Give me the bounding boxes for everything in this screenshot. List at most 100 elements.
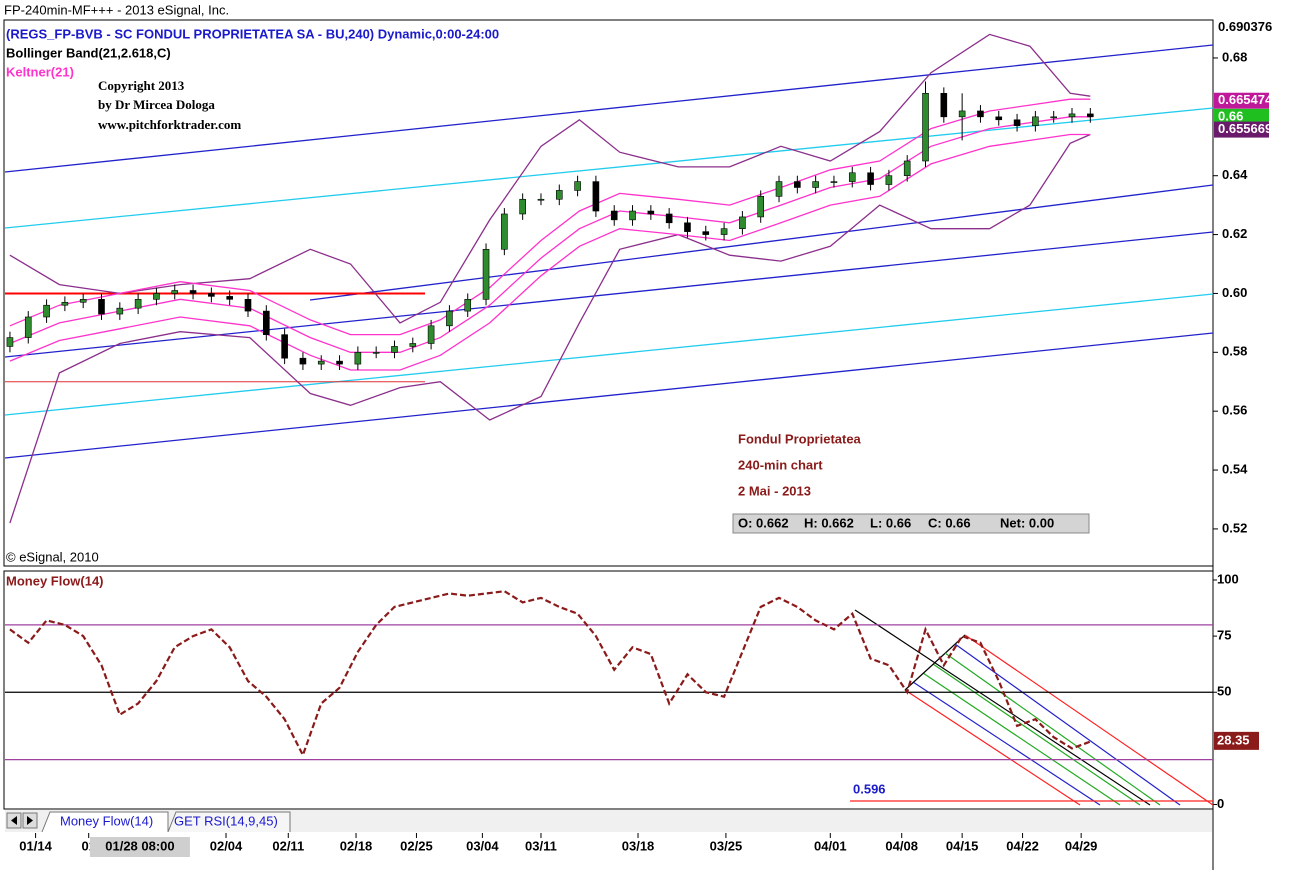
candle-body xyxy=(1032,116,1039,126)
candle-body xyxy=(848,172,856,182)
x-tick-label: 04/22 xyxy=(1006,838,1039,853)
pitchfork xyxy=(4,44,1214,459)
x-tick-label: 04/08 xyxy=(885,838,918,853)
symbol-title: (REGS_FP-BVB - SC FONDUL PROPRIETATEA SA… xyxy=(6,26,499,41)
value-tag xyxy=(1214,731,1259,750)
indicator-legend: Bollinger Band(21,2.618,C) xyxy=(6,45,171,60)
copyright-line: Copyright 2013 xyxy=(98,78,185,93)
x-tick-label: 02/18 xyxy=(340,838,373,853)
x-tick-label: 04/01 xyxy=(814,838,847,853)
x-tick-label: 03/04 xyxy=(466,838,499,853)
candle-body xyxy=(629,210,636,221)
price-tag-label: 0.690376 xyxy=(1218,19,1272,34)
y-tick-label: 0.52 xyxy=(1222,520,1247,535)
candle-body xyxy=(830,181,838,183)
pitchfork-line xyxy=(964,634,1214,806)
candle-body xyxy=(1050,116,1057,119)
candle-body xyxy=(812,181,819,188)
price-tag-label: 0.66 xyxy=(1218,108,1243,123)
copyright: Copyright 2013 by Dr Mircea Dologa www.p… xyxy=(98,78,241,132)
tab-bar xyxy=(5,810,1212,832)
candle-body xyxy=(134,299,142,309)
candle-body xyxy=(610,210,618,221)
candle-body xyxy=(391,346,398,353)
copyright-line: by Dr Mircea Dologa xyxy=(98,97,215,112)
tab[interactable] xyxy=(41,811,169,833)
candle-body xyxy=(775,181,783,197)
plot: 0.52 0.54 0.56 0.58 0.60 0.62 0.64 0.68 0.690376… xyxy=(5,19,1273,857)
pitchfork-line xyxy=(922,672,1121,806)
price-tag xyxy=(1214,19,1269,36)
mf-note: 0.596 xyxy=(853,781,886,796)
y-tick-label: 0 xyxy=(1217,796,1224,811)
pitchfork-line xyxy=(854,609,1151,806)
pitchfork-line xyxy=(954,643,1181,806)
pitchfork-line xyxy=(912,681,1101,806)
arrow-icon xyxy=(27,816,33,825)
y-tick-label: 50 xyxy=(1217,684,1231,699)
ohlc-item: H: 0.662 xyxy=(804,515,854,530)
candle-body xyxy=(665,213,673,224)
y-tick-label: 0.68 xyxy=(1222,49,1247,64)
candle-body xyxy=(79,299,87,303)
candle-body xyxy=(903,160,911,177)
candle-body xyxy=(6,337,14,347)
ohlc-box xyxy=(732,513,1090,534)
x-tick-label: 03/11 xyxy=(525,838,557,853)
candle-body xyxy=(372,352,380,354)
candle-body xyxy=(482,248,490,300)
tab[interactable] xyxy=(167,811,291,833)
x-tick-label: 02/11 xyxy=(272,838,304,853)
candle-body xyxy=(171,290,179,294)
band-upper xyxy=(9,98,1091,336)
x-tick-label: 03/25 xyxy=(710,838,743,853)
candle-body xyxy=(409,343,417,347)
candle-body xyxy=(226,296,233,300)
mf-pitchfork xyxy=(850,609,1214,806)
candle-body xyxy=(794,181,801,188)
pitchfork-line xyxy=(904,689,1081,806)
arrow-icon xyxy=(11,816,17,825)
candle-body xyxy=(317,360,325,365)
pitchfork-line xyxy=(4,293,1214,416)
x-tick-label: 02/25 xyxy=(400,838,433,853)
x-tick-label: 03/18 xyxy=(622,838,655,853)
pitchfork-line xyxy=(4,44,1214,173)
candle-body xyxy=(958,110,966,118)
ohlc-item: C: 0.66 xyxy=(928,515,971,530)
y-tick-label: 100 xyxy=(1217,571,1239,586)
pitchfork-line xyxy=(4,107,1214,229)
credit: © eSignal, 2010 xyxy=(6,549,99,564)
mf-title: Money Flow(14) xyxy=(6,573,104,588)
money-flow-line xyxy=(9,590,1091,758)
price-tag-label: 0.665474 xyxy=(1218,92,1273,107)
candle-body xyxy=(299,357,307,365)
candle-body xyxy=(1068,113,1076,118)
x-tick-label: 04/29 xyxy=(1065,838,1098,853)
window-title: FP-240min-MF+++ - 2013 eSignal, Inc. xyxy=(4,2,229,17)
candle-body xyxy=(263,310,270,335)
band-middle xyxy=(9,116,1091,353)
annotation: 2 Mai - 2013 xyxy=(738,483,811,498)
x-tick-label: 01/14 xyxy=(19,838,52,853)
price-tag xyxy=(1214,121,1269,138)
candle-body xyxy=(574,181,581,191)
price-tag xyxy=(1214,108,1269,125)
pitchfork-line xyxy=(944,652,1161,806)
candle-body xyxy=(757,196,765,218)
y-tick-label: 75 xyxy=(1217,628,1231,643)
ohlc-item: O: 0.662 xyxy=(738,515,789,530)
price-tag-label: 0.655669 xyxy=(1218,121,1272,136)
candle-body xyxy=(446,310,453,327)
candle-body xyxy=(647,210,655,215)
price-tag xyxy=(1214,92,1269,109)
band-lower xyxy=(9,133,1091,524)
candle-body xyxy=(720,228,728,235)
tab-label: Money Flow(14) xyxy=(60,813,153,828)
candle-body xyxy=(684,222,691,232)
candle-body xyxy=(24,316,32,338)
candle-body xyxy=(537,198,545,201)
candle-body xyxy=(995,116,1003,121)
